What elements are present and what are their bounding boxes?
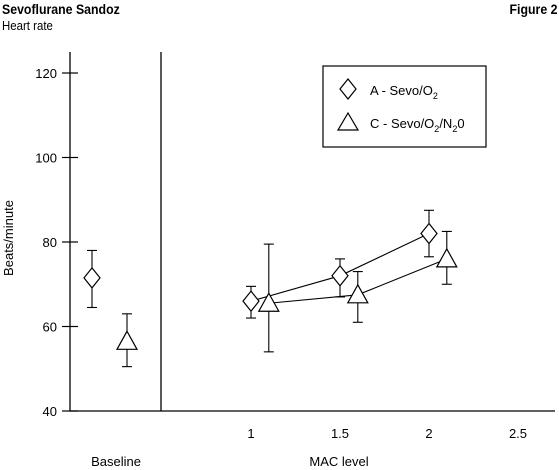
y-tick-label: 60 (43, 320, 57, 335)
diamond-marker (331, 264, 349, 287)
y-tick-label: 40 (43, 404, 57, 419)
y-tick-label: 120 (35, 66, 57, 81)
y-axis-label: Beats/minute (1, 200, 16, 276)
y-tick-group: 40 60 80 100 120 (35, 66, 78, 419)
x-tick-label: 1.5 (331, 426, 349, 441)
legend: A - Sevo/O2 C - Sevo/O2/N20 (322, 65, 487, 148)
triangle-marker (257, 292, 280, 312)
triangle-marker (435, 247, 458, 268)
legend-triangle-icon (336, 111, 360, 131)
legend-box (322, 65, 487, 148)
diamond-marker (420, 222, 438, 245)
x-tick-label: 1 (247, 426, 254, 441)
legend-diamond-icon (339, 78, 357, 100)
baseline-label: Baseline (91, 454, 141, 469)
diamond-marker (83, 266, 101, 289)
chart-subtitle: Heart rate (2, 18, 53, 33)
triangle-marker (346, 283, 369, 304)
triangle-marker (115, 330, 139, 350)
data-markers (83, 222, 458, 350)
chart-title: Sevoflurane Sandoz (2, 1, 120, 17)
error-bars (87, 209, 452, 368)
x-tick-group: 1 1.5 2 2.5 (247, 426, 527, 441)
figure-label: Figure 2 (509, 1, 557, 17)
legend-label-a: A - Sevo/O2 (370, 83, 438, 101)
legend-label-c: C - Sevo/O2/N20 (370, 116, 465, 134)
diamond-marker (242, 290, 260, 313)
x-tick-label: 2.5 (509, 426, 527, 441)
x-tick-label: 2 (425, 426, 432, 441)
x-axis-label: MAC level (309, 454, 368, 469)
y-tick-label: 80 (43, 235, 57, 250)
series-lines (250, 233, 448, 304)
y-tick-label: 100 (35, 151, 57, 166)
